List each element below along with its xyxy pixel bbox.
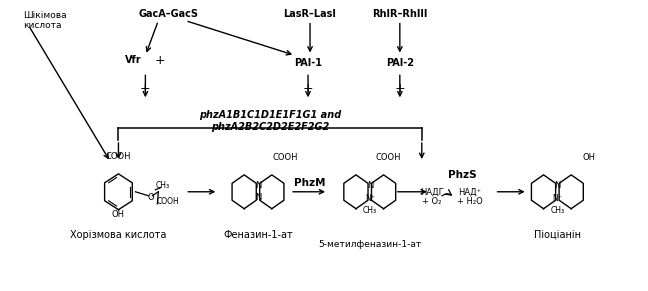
Text: N⁺: N⁺ <box>553 194 562 203</box>
Text: PhzM: PhzM <box>294 178 326 188</box>
Text: N: N <box>255 193 261 202</box>
Text: CH₃: CH₃ <box>363 206 377 215</box>
Text: Хорізмова кислота: Хорізмова кислота <box>70 230 167 239</box>
Text: OH: OH <box>112 210 125 219</box>
Text: + H₂O: + H₂O <box>457 197 483 206</box>
Text: CH₃: CH₃ <box>550 206 564 215</box>
Text: N: N <box>554 181 561 190</box>
Text: COOH: COOH <box>272 153 298 162</box>
Text: +: + <box>140 82 151 95</box>
Text: OH: OH <box>583 153 596 162</box>
Text: GacA–GacS: GacA–GacS <box>138 9 198 19</box>
Text: N: N <box>367 181 373 190</box>
Text: Vfr: Vfr <box>125 55 142 65</box>
Text: PAI-1: PAI-1 <box>294 58 322 68</box>
Text: НАДГ: НАДГ <box>420 187 444 196</box>
Text: COOH: COOH <box>106 152 131 162</box>
Text: COOH: COOH <box>375 153 400 162</box>
Text: PhzS: PhzS <box>448 170 477 180</box>
Text: Піоціанін: Піоціанін <box>534 230 581 239</box>
Text: +: + <box>303 82 314 95</box>
Text: LasR–LasI: LasR–LasI <box>284 9 336 19</box>
Text: НАД⁺: НАД⁺ <box>458 187 481 196</box>
Text: + O₂: + O₂ <box>422 197 441 206</box>
Text: +: + <box>155 54 166 67</box>
Text: 5-метилфеназин-1-ат: 5-метилфеназин-1-ат <box>318 240 422 249</box>
Text: +: + <box>395 82 405 95</box>
Text: N⁺: N⁺ <box>365 194 375 203</box>
Text: Шікімова
кислота: Шікімова кислота <box>23 11 66 30</box>
Text: CH₃: CH₃ <box>156 181 169 190</box>
Text: RhlR–RhlII: RhlR–RhlII <box>372 9 428 19</box>
Text: PAI-2: PAI-2 <box>386 58 414 68</box>
Text: Феназин-1-ат: Феназин-1-ат <box>224 230 293 239</box>
Text: N: N <box>255 181 261 190</box>
Text: COOH: COOH <box>157 197 179 206</box>
Text: phzA1B1C1D1E1F1G1 and
phzA2B2C2D2E2F2G2: phzA1B1C1D1E1F1G1 and phzA2B2C2D2E2F2G2 <box>199 110 341 132</box>
Text: O: O <box>147 193 154 202</box>
